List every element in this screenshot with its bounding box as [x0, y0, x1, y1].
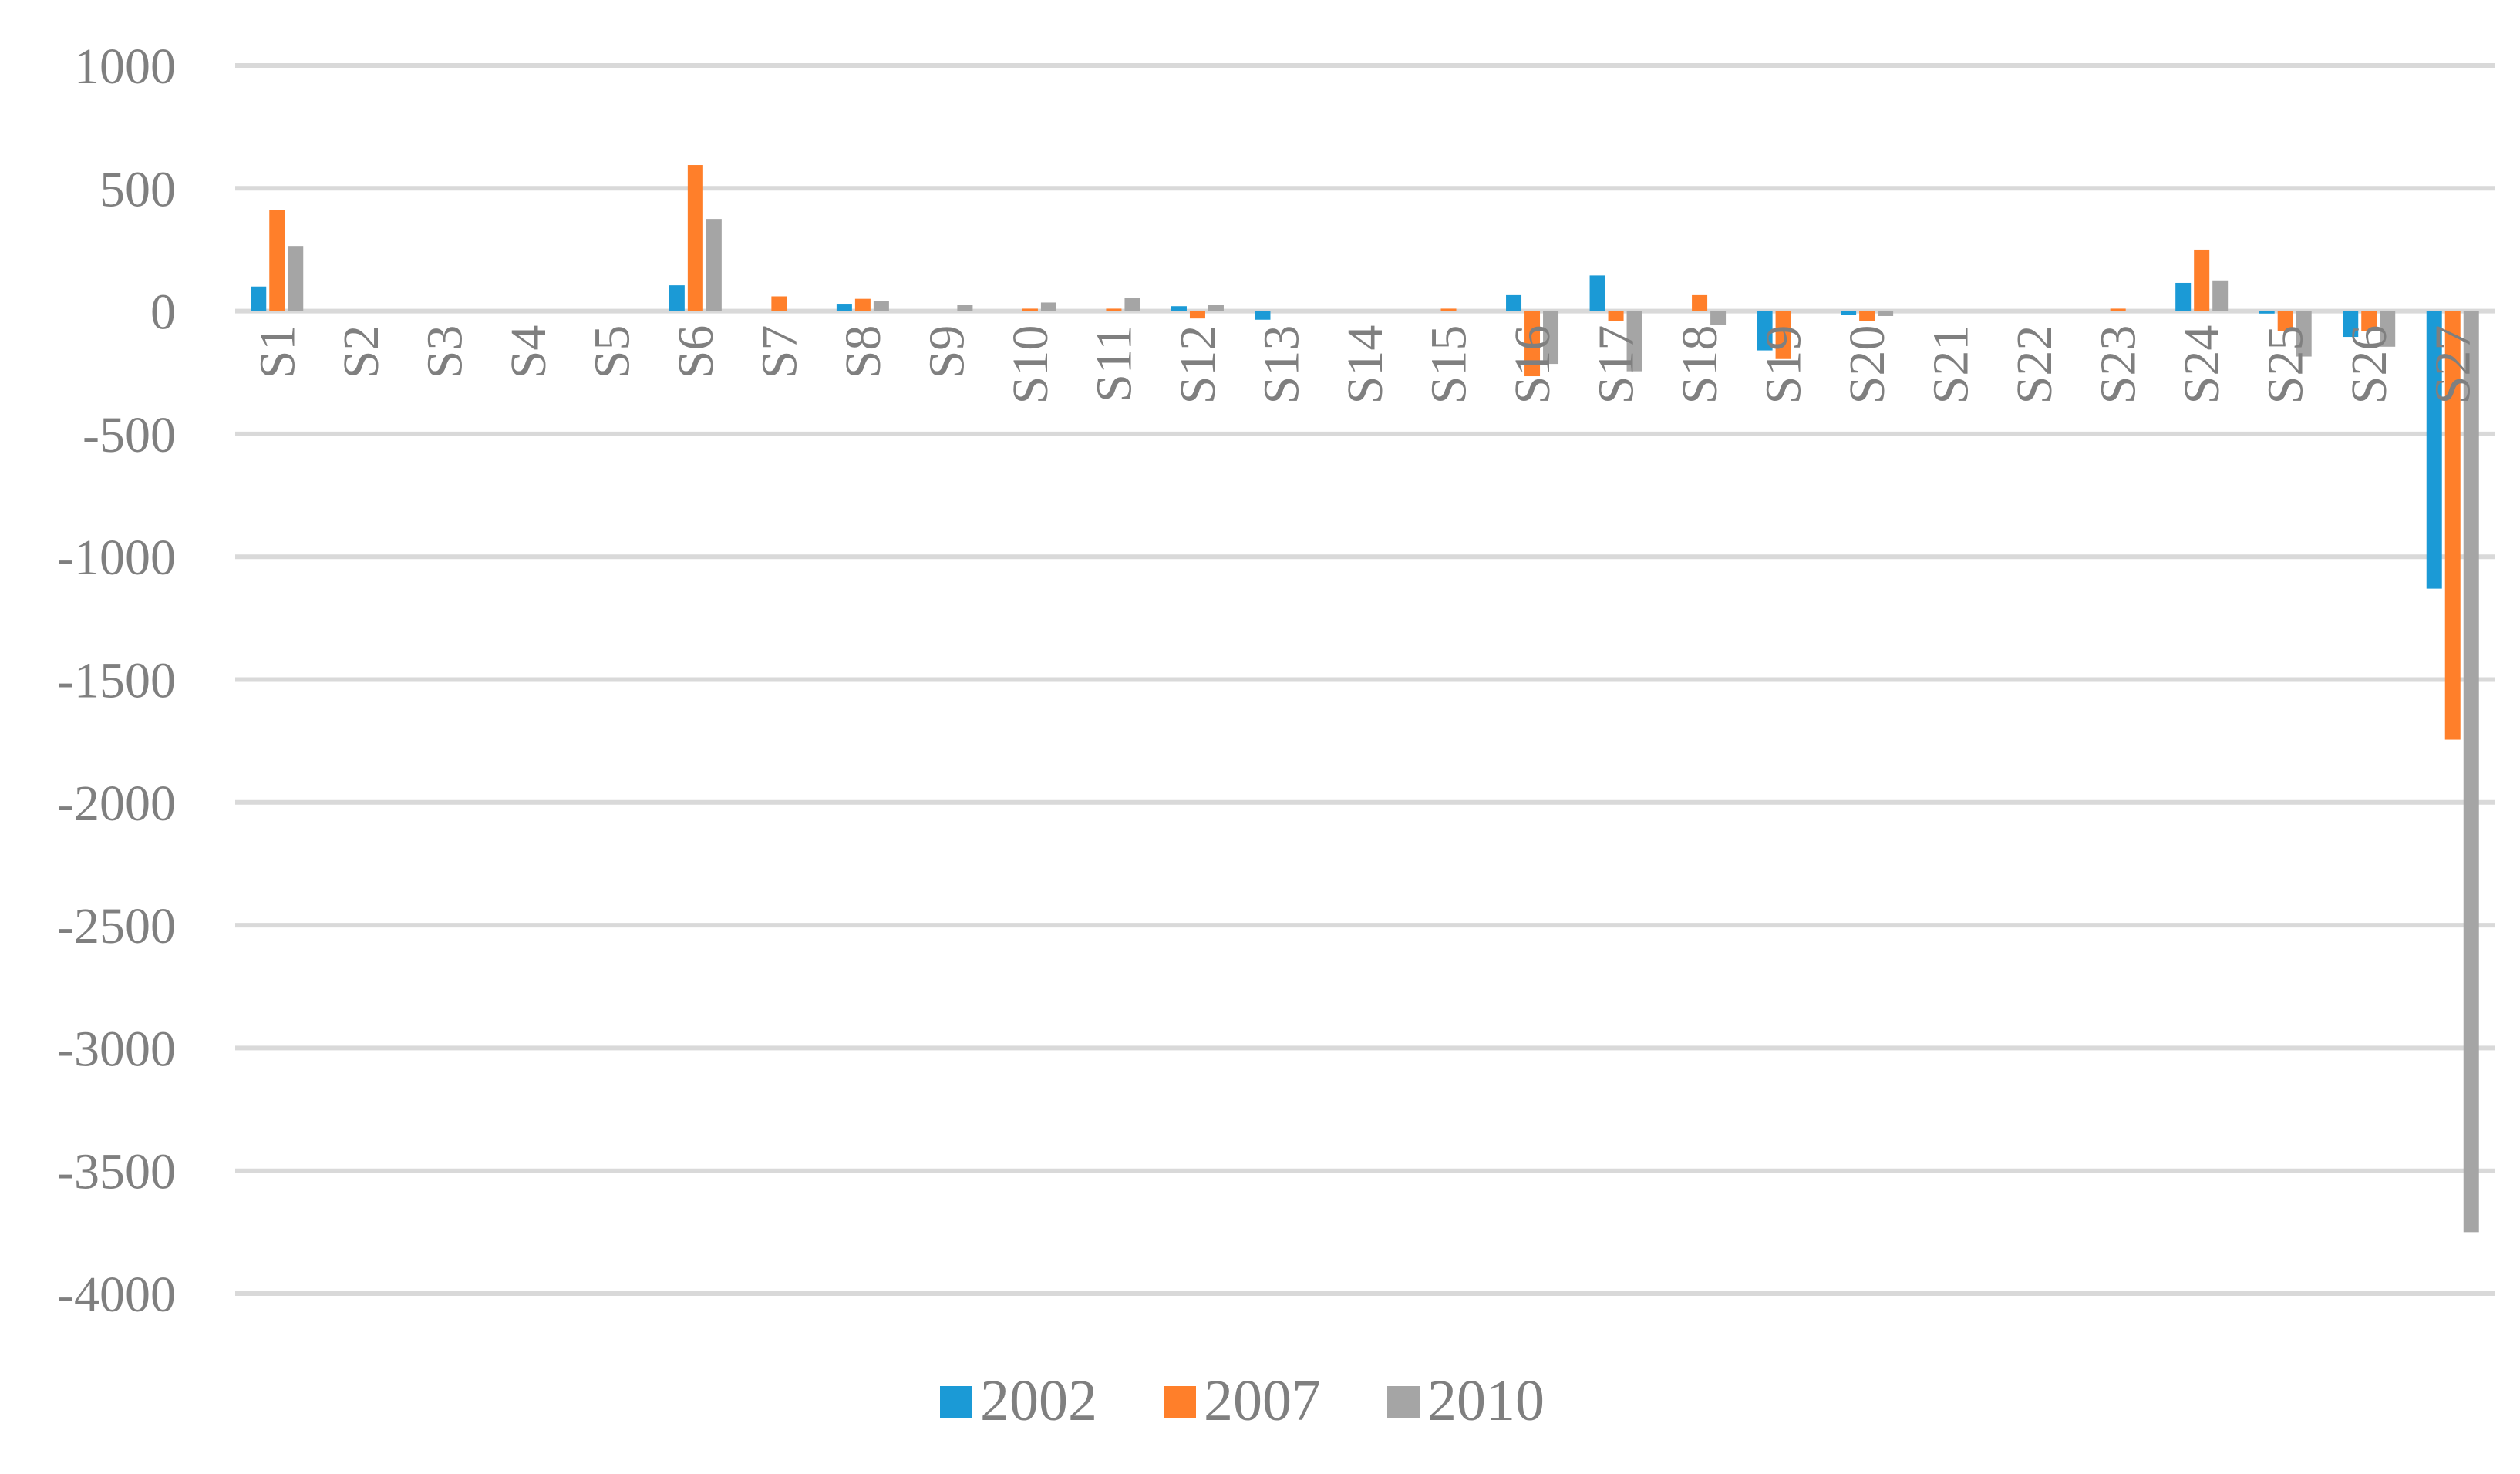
bar-2010-S20 [1878, 311, 1894, 316]
legend-label-2007: 2007 [1204, 1368, 1321, 1433]
bar-2007-S1 [269, 210, 285, 311]
x-tick-label: S2 [333, 325, 389, 379]
legend: 2002 2007 2010 [940, 1368, 1545, 1433]
bar-2010-S11 [1124, 298, 1140, 311]
bar-2007-S16 [1524, 311, 1541, 377]
bar-2007-S26 [2361, 311, 2377, 331]
y-tick-label: -3000 [57, 1021, 176, 1077]
y-axis-tick-labels: 1000 500 0 -500 -1000 -1500 -2000 -2500 -3000 -35… [57, 39, 176, 1323]
bar-2007-S27 [2444, 311, 2461, 740]
y-tick-label: -2000 [57, 776, 176, 832]
bar-2010-S1 [288, 246, 304, 311]
y-tick-label: -3500 [57, 1144, 176, 1200]
y-tick-label: 0 [150, 284, 176, 341]
legend-swatch-2007 [1164, 1386, 1196, 1418]
x-axis-tick-labels: S1 S2 S3 S4 S5 S6 S7 S8 S9 S10 S11 S12 S13 S14 S15 S16 S… [249, 325, 2481, 405]
bar-2007-S7 [771, 296, 787, 311]
bar-2010-S17 [1626, 311, 1642, 372]
bar-2007-S15 [1440, 308, 1457, 311]
bar-2010-S12 [1208, 305, 1224, 311]
x-tick-label: S4 [500, 325, 557, 379]
x-tick-label: S8 [835, 325, 891, 379]
legend-swatch-2010 [1387, 1386, 1420, 1418]
y-tick-label: -1500 [57, 653, 176, 709]
x-tick-label: S15 [1421, 325, 1477, 405]
bar-2007-S11 [1106, 308, 1122, 311]
bar-2002-S13 [1255, 311, 1271, 320]
bar-2002-S24 [2175, 282, 2192, 311]
x-tick-label: S7 [751, 325, 807, 379]
bar-2010-S18 [1710, 311, 1727, 325]
x-tick-label: S11 [1086, 325, 1142, 402]
y-tick-label: 500 [99, 161, 176, 217]
x-tick-label: S23 [2090, 325, 2147, 405]
bar-2002-S8 [836, 304, 852, 311]
bar-2007-S24 [2194, 249, 2210, 311]
bar-2007-S23 [2110, 308, 2126, 311]
bar-2010-S6 [706, 219, 722, 311]
bar-2002-S12 [1171, 306, 1187, 311]
x-tick-label: S3 [416, 325, 473, 379]
bar-2010-S25 [2296, 311, 2312, 357]
bar-2010-S16 [1543, 311, 1559, 365]
x-tick-label: S27 [2425, 325, 2481, 405]
x-tick-label: S6 [668, 325, 724, 379]
bar-2002-S27 [2426, 311, 2442, 589]
legend-label-2010: 2010 [1427, 1368, 1545, 1433]
bar-2002-S26 [2343, 311, 2359, 338]
bar-2007-S25 [2277, 311, 2293, 331]
x-tick-label: S26 [2341, 325, 2397, 405]
bar-2010-S24 [2212, 280, 2229, 311]
x-tick-label: S12 [1170, 325, 1226, 405]
x-tick-label: S16 [1504, 325, 1561, 405]
x-tick-label: S17 [1588, 325, 1645, 405]
gridlines [235, 63, 2495, 1296]
y-tick-label: -2500 [57, 898, 176, 954]
y-tick-label: -1000 [57, 530, 176, 586]
bar-2002-S25 [2259, 311, 2275, 314]
x-tick-label: S18 [1672, 325, 1728, 405]
bar-2002-S20 [1841, 311, 1857, 315]
y-tick-label: 1000 [74, 39, 176, 95]
bar-2002-S16 [1506, 294, 1522, 311]
bar-2002-S1 [251, 286, 267, 311]
x-tick-label: S20 [1839, 325, 1895, 405]
x-tick-label: S25 [2258, 325, 2314, 405]
bar-2007-S18 [1692, 294, 1708, 311]
bar-2002-S17 [1589, 275, 1605, 311]
bar-2007-S6 [687, 165, 703, 311]
bar-2010-S8 [873, 301, 889, 311]
x-tick-label: S19 [1756, 325, 1812, 405]
x-tick-label: S24 [2174, 325, 2230, 405]
bar-2007-S12 [1189, 311, 1205, 319]
x-tick-label: S22 [2006, 325, 2063, 405]
x-tick-label: S9 [918, 325, 975, 379]
bar-2010-S9 [957, 305, 973, 311]
bar-2002-S19 [1757, 311, 1773, 351]
bar-2010-S26 [2380, 311, 2396, 347]
legend-swatch-2002 [940, 1386, 972, 1418]
x-tick-label: S13 [1253, 325, 1309, 405]
y-tick-label: -4000 [57, 1267, 176, 1323]
bar-2010-S10 [1040, 302, 1056, 311]
x-tick-label: S5 [584, 325, 640, 379]
bar-2002-S6 [669, 285, 685, 311]
x-tick-label: S21 [1923, 325, 1979, 405]
bars [251, 165, 2479, 1233]
y-tick-label: -500 [83, 407, 176, 463]
bar-2007-S10 [1022, 308, 1038, 311]
x-tick-label: S1 [249, 325, 305, 379]
x-tick-label: S10 [1002, 325, 1059, 405]
bar-2007-S19 [1775, 311, 1791, 359]
x-tick-label: S14 [1337, 325, 1393, 405]
legend-label-2002: 2002 [980, 1368, 1097, 1433]
bar-2007-S17 [1608, 311, 1624, 321]
bar-2010-S27 [2463, 311, 2479, 1233]
bar-2007-S8 [854, 298, 871, 311]
bar-2007-S20 [1859, 311, 1875, 321]
